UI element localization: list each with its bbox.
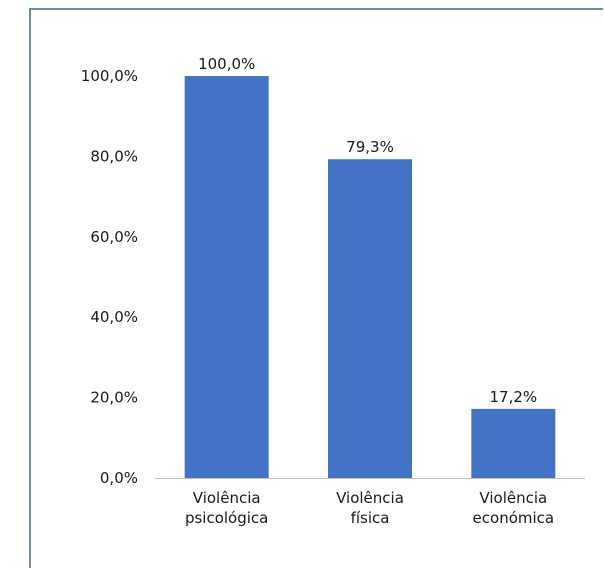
bar xyxy=(328,159,412,479)
category-label: psicológica xyxy=(185,509,268,527)
category-label: Violência xyxy=(336,489,404,507)
bars xyxy=(184,76,556,479)
data-label: 100,0% xyxy=(198,55,255,73)
y-tick-label: 0,0% xyxy=(100,469,138,487)
y-tick-label: 80,0% xyxy=(90,147,138,165)
data-label: 79,3% xyxy=(346,138,394,156)
category-label: Violência xyxy=(479,489,547,507)
bar xyxy=(471,408,556,478)
category-label: física xyxy=(351,509,390,527)
bar xyxy=(184,76,269,478)
y-tick-label: 20,0% xyxy=(90,389,138,407)
category-labels: Violência psicológica Violência física Violê… xyxy=(185,489,554,527)
data-label: 17,2% xyxy=(490,388,538,406)
category-label: Violência xyxy=(193,489,261,507)
data-labels: 100,0% 79,3% 17,2% xyxy=(198,55,537,406)
category-label: económica xyxy=(473,509,555,527)
y-tick-label: 100,0% xyxy=(81,67,138,85)
y-tick-label: 40,0% xyxy=(90,308,138,326)
y-tick-label: 60,0% xyxy=(90,228,138,246)
y-axis-ticks: 0,0% 20,0% 40,0% 60,0% 80,0% 100,0% xyxy=(81,67,138,487)
